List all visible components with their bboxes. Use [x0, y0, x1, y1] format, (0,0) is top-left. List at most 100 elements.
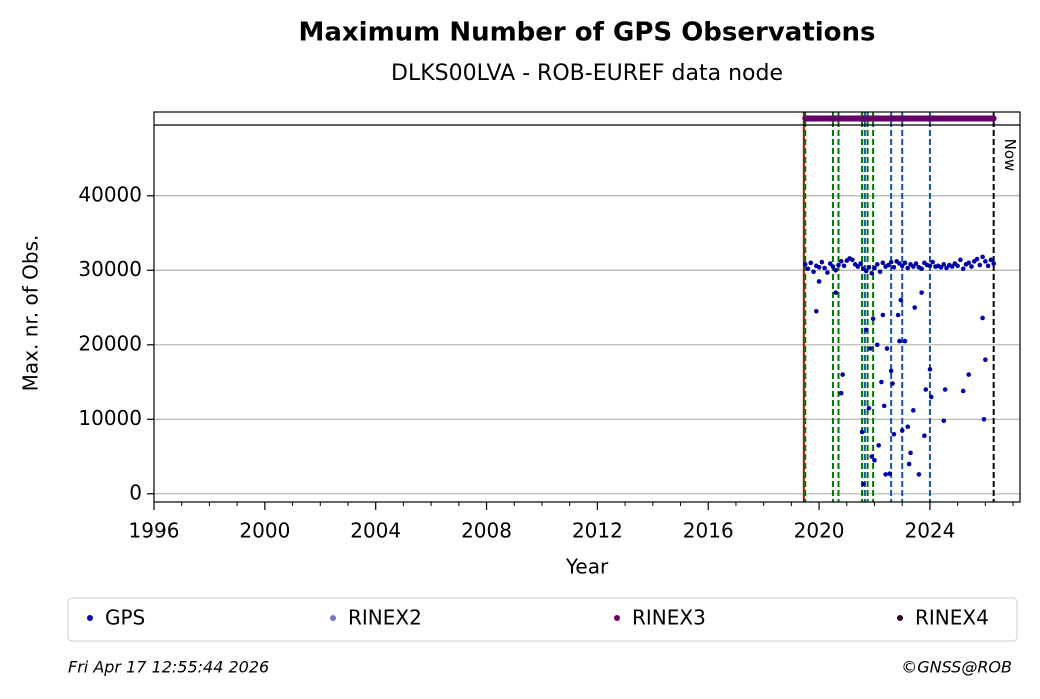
data-point — [872, 457, 877, 463]
data-point — [938, 265, 944, 270]
data-point — [902, 338, 908, 344]
data-point — [966, 372, 972, 377]
data-point — [866, 265, 872, 270]
chart-title: Maximum Number of GPS Observations — [298, 18, 875, 48]
data-point — [980, 315, 985, 321]
data-point — [874, 342, 880, 348]
y-tick-label: 40000 — [78, 182, 142, 206]
data-point — [808, 260, 814, 266]
data-point — [980, 254, 985, 260]
data-point — [919, 266, 924, 272]
data-point — [902, 260, 908, 266]
x-tick-label: 2024 — [904, 519, 955, 543]
data-point — [890, 381, 895, 386]
legend-label: GPS — [105, 606, 145, 630]
data-point — [977, 262, 983, 268]
data-point — [877, 269, 883, 275]
y-axis-label: Max. nr. of Obs. — [19, 235, 43, 392]
data-point — [913, 261, 919, 266]
legend-label: RINEX2 — [348, 606, 422, 630]
data-point — [822, 265, 827, 271]
data-point — [911, 408, 916, 413]
data-point — [891, 431, 897, 437]
data-point — [912, 305, 917, 310]
data-point — [969, 264, 974, 269]
data-point — [942, 387, 948, 392]
data-point — [927, 367, 933, 372]
data-point — [825, 270, 830, 275]
data-point — [858, 261, 863, 266]
y-tick-label: 10000 — [78, 406, 142, 430]
x-tick-label: 2020 — [794, 519, 845, 543]
data-point — [923, 387, 929, 392]
data-point — [906, 461, 912, 467]
y-tick-label: 0 — [129, 480, 142, 504]
data-point — [866, 405, 872, 411]
data-point — [861, 481, 866, 487]
data-point — [870, 316, 876, 322]
data-point — [869, 270, 875, 276]
legend-label: RINEX4 — [915, 606, 989, 630]
data-point — [908, 450, 913, 456]
data-point — [879, 379, 884, 385]
data-point — [833, 290, 839, 295]
data-point — [929, 394, 934, 400]
data-point — [898, 297, 904, 303]
data-point — [899, 263, 905, 269]
data-point — [838, 390, 844, 396]
legend-marker — [614, 615, 620, 621]
plot-frame — [153, 111, 1021, 503]
data-point — [949, 264, 955, 269]
data-point — [874, 262, 880, 267]
data-point — [944, 265, 949, 271]
x-tick-label: 2004 — [350, 519, 401, 543]
data-point — [891, 265, 897, 270]
data-point — [811, 269, 816, 275]
data-point — [850, 257, 855, 263]
copyright: ©GNSS@ROB — [901, 658, 1012, 677]
data-point — [941, 418, 947, 424]
data-point — [833, 267, 839, 273]
data-point — [868, 346, 873, 351]
data-point — [819, 259, 825, 265]
data-point — [922, 433, 927, 438]
data-point — [941, 262, 947, 267]
y-tick-label: 20000 — [78, 331, 142, 355]
x-axis-label: Year — [565, 555, 609, 579]
data-point — [985, 263, 991, 269]
x-tick-label: 2000 — [239, 519, 290, 543]
x-tick-label: 2012 — [572, 519, 623, 543]
data-point — [830, 264, 836, 269]
data-point — [960, 388, 966, 394]
data-point — [919, 290, 924, 295]
data-point — [881, 403, 887, 409]
data-point — [916, 472, 922, 477]
data-point — [814, 308, 819, 314]
chart-subtitle: DLKS00LVA - ROB-EUREF data node — [391, 61, 783, 86]
data-point — [983, 357, 988, 362]
legend-marker — [897, 615, 903, 621]
data-point — [880, 260, 886, 266]
data-point — [960, 266, 966, 272]
data-point — [841, 263, 847, 269]
data-point — [895, 312, 901, 318]
data-point — [816, 279, 822, 284]
timestamp: Fri Apr 17 12:55:44 2026 — [68, 658, 269, 677]
data-point — [974, 256, 980, 262]
data-point — [884, 346, 890, 351]
data-point — [816, 265, 822, 270]
data-point — [836, 262, 841, 268]
data-point — [888, 259, 894, 265]
legend-box — [67, 597, 1018, 642]
data-point — [981, 416, 987, 422]
data-point — [958, 257, 963, 263]
data-point — [802, 262, 808, 267]
data-point — [838, 259, 844, 264]
data-point — [872, 265, 877, 271]
data-point — [883, 472, 888, 477]
data-point — [887, 471, 893, 476]
legend-marker — [330, 615, 336, 621]
data-point — [905, 265, 911, 271]
x-tick-label: 2008 — [461, 519, 512, 543]
data-point — [859, 429, 865, 435]
